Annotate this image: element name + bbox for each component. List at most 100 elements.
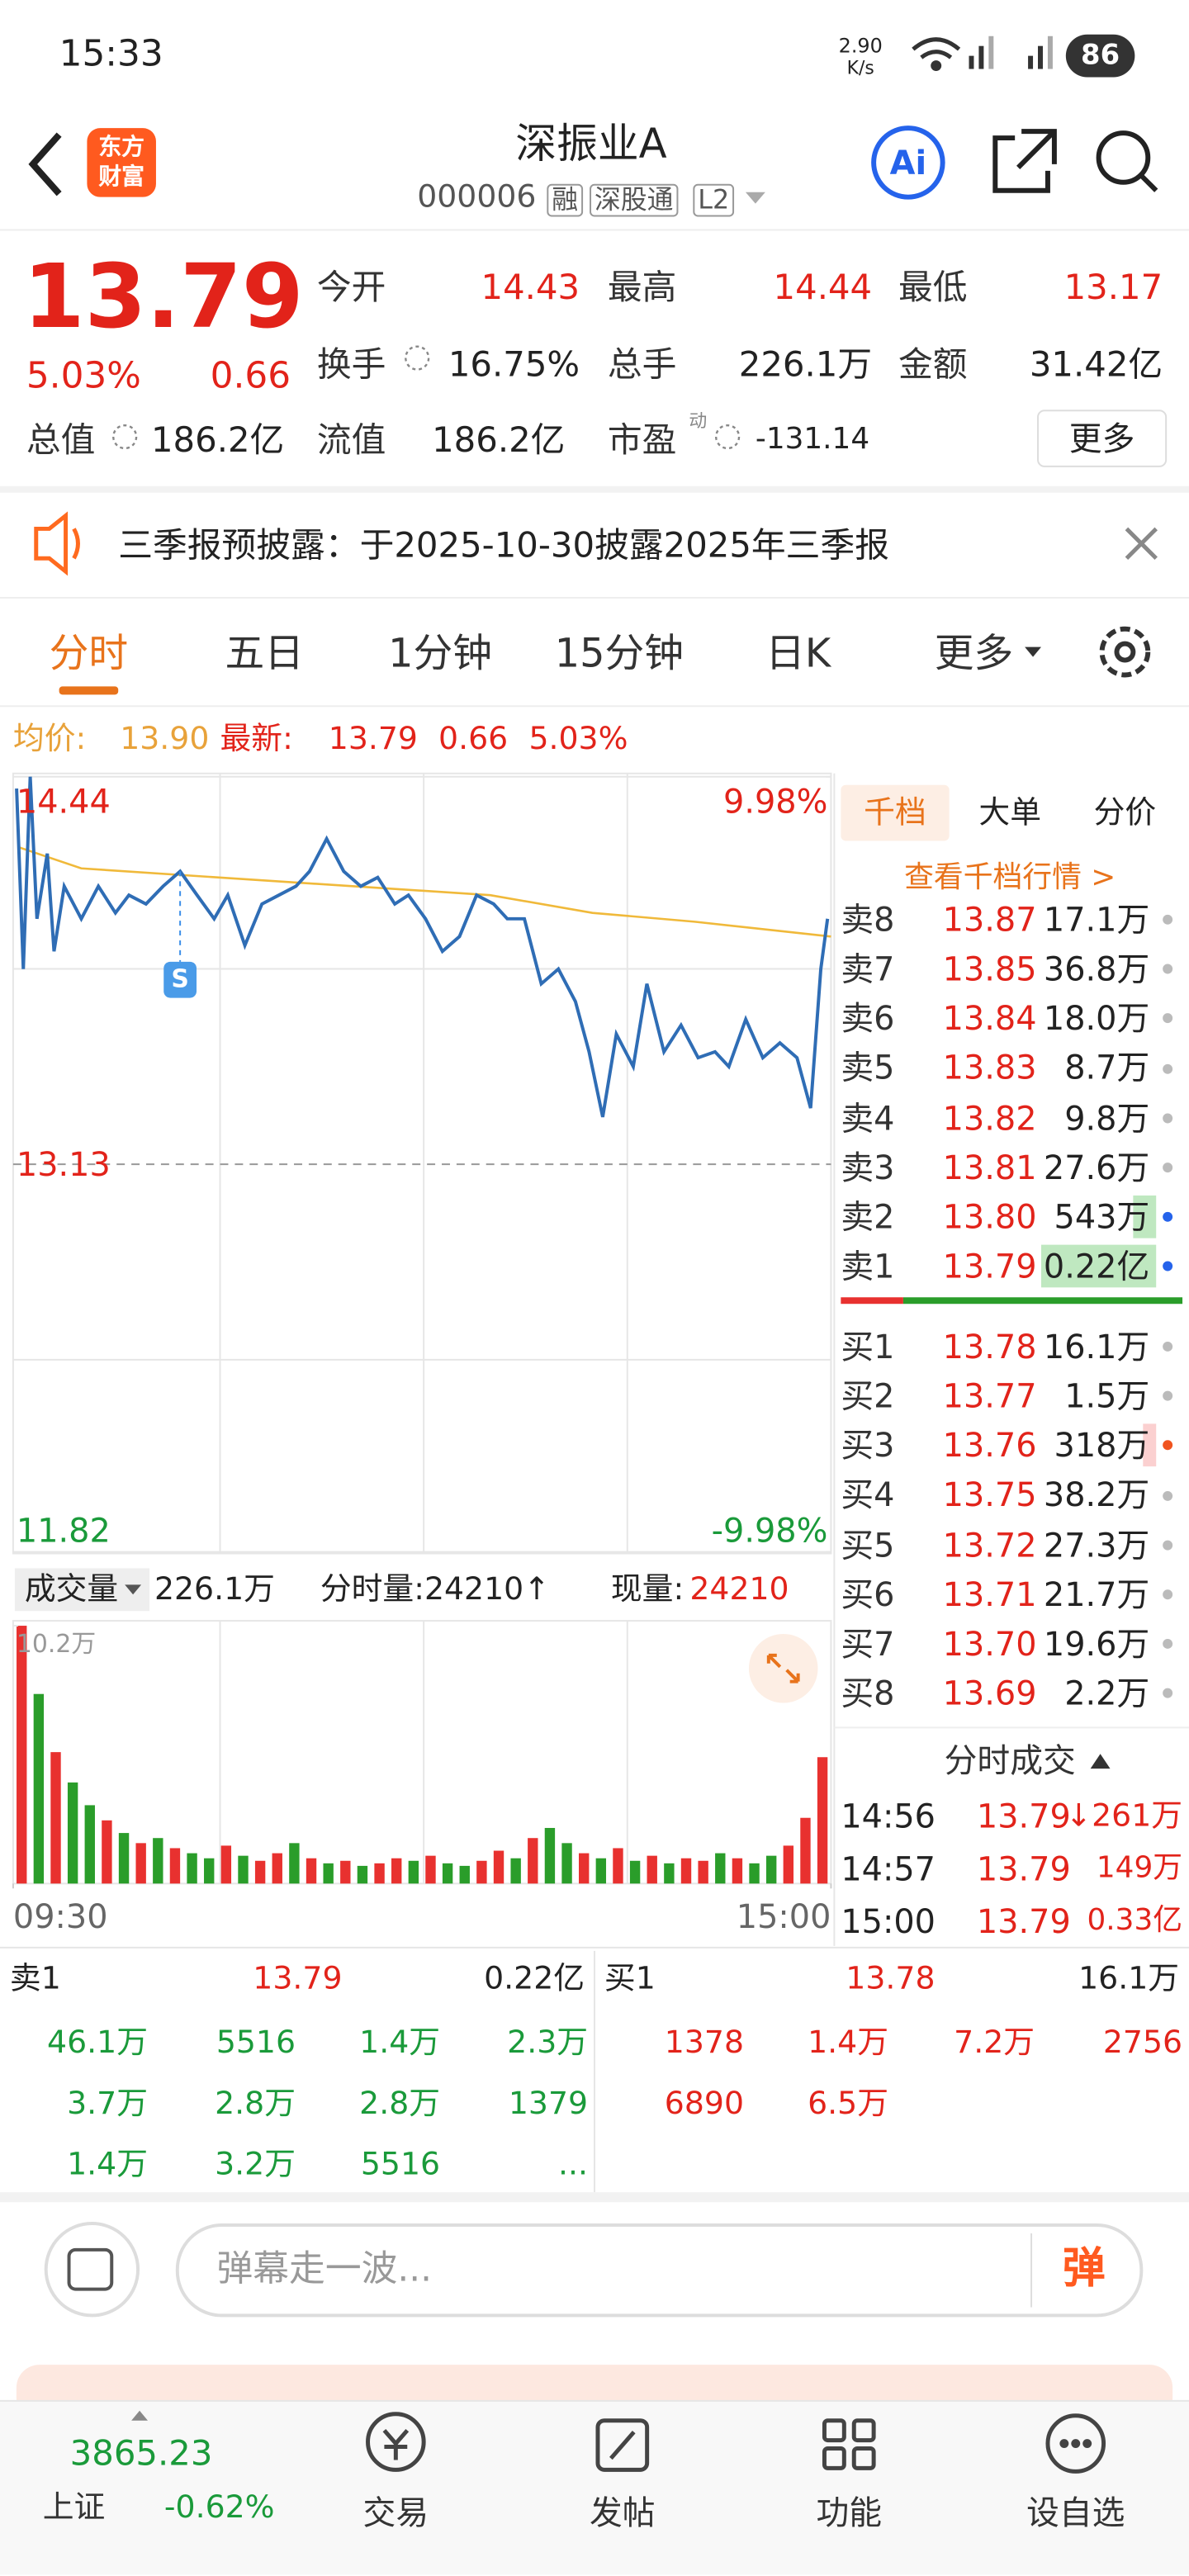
trades-title[interactable]: 分时成交 [944, 1740, 1076, 1781]
period-tab[interactable]: 日K [765, 630, 831, 677]
net-unit: K/s [846, 56, 874, 78]
book-volume: 543万 [1054, 1196, 1150, 1237]
period-tab[interactable]: 15分钟 [554, 630, 684, 677]
volume-bar [204, 1858, 215, 1884]
book-label: 买1 [841, 1327, 895, 1366]
nav-item[interactable]: 设自选 [1026, 2493, 1125, 2532]
stock-code: 000006 [417, 178, 537, 215]
field-value: -131.14 [755, 422, 870, 457]
ai-button[interactable] [871, 125, 945, 200]
volume-bar [680, 1858, 692, 1884]
divider [0, 2192, 1189, 2203]
current-volume-label: 现量: [610, 1570, 685, 1608]
book-label: 卖7 [841, 949, 895, 989]
period-tab[interactable]: 更多 [934, 630, 1014, 677]
volume-bar [220, 1845, 232, 1884]
pe-badge: 动 [689, 410, 708, 432]
volume-bar [595, 1858, 607, 1884]
stock-name: 深振业A [515, 119, 667, 167]
book-volume: 27.6万 [1043, 1147, 1150, 1187]
danmaku-button[interactable]: 弹 [1062, 2244, 1106, 2294]
trade-time: 14:57 [841, 1849, 936, 1889]
nav-item[interactable]: 功能 [816, 2493, 883, 2532]
period-tab[interactable]: 五日 [225, 630, 304, 677]
y-tick-label: 14.44 [16, 781, 111, 822]
book-label: 买7 [841, 1623, 895, 1664]
book-label: 卖5 [841, 1048, 895, 1088]
dropdown-icon [125, 1584, 142, 1595]
net-speed: 2.90 [838, 34, 883, 58]
book-price: 13.80 [942, 1196, 1037, 1237]
current-volume: 24210 [689, 1570, 789, 1608]
field-label: 换手 [316, 343, 386, 384]
volume-bar [340, 1860, 351, 1884]
more-button-label[interactable]: 更多 [1068, 419, 1135, 458]
period-tab[interactable]: 分时 [49, 630, 129, 677]
field-value: 226.1万 [738, 343, 873, 384]
volume-bar [544, 1827, 556, 1884]
volume-bar [118, 1833, 130, 1884]
volume-bar [765, 1855, 777, 1884]
sell-queue-order: 5516 [360, 2145, 441, 2182]
period-tab[interactable]: 1分钟 [388, 630, 492, 677]
book-volume: 318万 [1054, 1425, 1150, 1466]
latest-label: 最新: [220, 720, 293, 756]
close-button[interactable] [1125, 527, 1158, 561]
book-tab[interactable]: 千档 [864, 793, 926, 831]
book-price: 13.75 [942, 1475, 1037, 1515]
book-link[interactable]: 查看千档行情 > [904, 860, 1116, 895]
volume-highlight [1143, 1423, 1157, 1467]
sell1-label: 卖1 [9, 1959, 61, 1996]
y2-tick-label: 9.98% [723, 781, 828, 822]
stock-tag: 融 [547, 183, 584, 217]
volume-bar [459, 1865, 470, 1884]
book-label: 卖2 [841, 1196, 895, 1237]
sell-queue-order: 3.2万 [215, 2145, 296, 2182]
book-volume: 0.22亿 [1043, 1246, 1150, 1286]
volume-bar [613, 1848, 623, 1884]
volume-bar [800, 1817, 811, 1884]
share-button[interactable] [992, 129, 1057, 193]
book-tab[interactable]: 分价 [1093, 793, 1157, 831]
annotation-badge [163, 961, 197, 998]
field-value: 16.75% [448, 343, 580, 384]
volume-bar [135, 1843, 146, 1884]
book-volume: 19.6万 [1043, 1623, 1150, 1664]
nav-item[interactable]: 交易 [362, 2493, 429, 2532]
book-price: 13.69 [942, 1673, 1037, 1713]
search-button[interactable] [1096, 130, 1158, 192]
volume-bar [102, 1820, 112, 1884]
volume-selector-label[interactable]: 成交量 [24, 1570, 119, 1608]
y-tick-label: 13.13 [16, 1144, 111, 1185]
sell-queue-order: 2.8万 [359, 2084, 441, 2121]
volume-bar [84, 1805, 95, 1884]
sell-queue-order: 46.1万 [47, 2024, 149, 2061]
settings-button[interactable] [1099, 626, 1151, 678]
book-volume: 1.5万 [1064, 1376, 1150, 1416]
clock: 15:33 [59, 34, 163, 76]
minute-volume: 分时量:24210↑ [320, 1570, 550, 1608]
trade-volume: ↓261万 [1065, 1797, 1183, 1834]
back-button[interactable] [28, 132, 62, 197]
comment-placeholder[interactable]: 弹幕走一波... [216, 2249, 433, 2291]
battery: 86 [1081, 38, 1120, 72]
book-price: 13.78 [942, 1327, 1037, 1366]
volume-bar [749, 1863, 760, 1884]
nav-item[interactable]: 发帖 [590, 2493, 656, 2532]
comment-input[interactable] [175, 2223, 1144, 2318]
more-button[interactable] [1037, 410, 1168, 467]
ai-button[interactable]: Ai [889, 143, 927, 182]
book-price: 13.83 [942, 1048, 1037, 1088]
sell-queue-order: 2.3万 [507, 2024, 589, 2061]
notice-text[interactable]: 三季报预披露：于2025-10-30披露2025年三季报 [118, 524, 889, 565]
bottom-nav [0, 2400, 1189, 2575]
expand-button[interactable] [748, 1634, 818, 1703]
volume-selector[interactable] [14, 1568, 149, 1612]
book-tab[interactable]: 大单 [978, 793, 1042, 831]
volume-bar [629, 1860, 641, 1884]
comment-icon[interactable] [44, 2222, 140, 2318]
volume-bar [33, 1693, 45, 1884]
index-change: -0.62% [163, 2488, 275, 2526]
field-value: 31.42亿 [1029, 343, 1163, 384]
trade-price: 13.79 [976, 1849, 1071, 1889]
